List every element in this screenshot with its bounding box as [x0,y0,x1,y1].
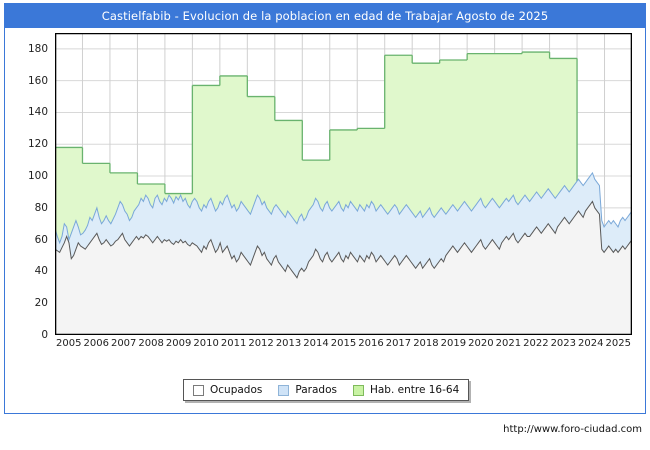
y-tick-label: 60 [34,233,48,246]
legend-label-ocupados: Ocupados [210,384,263,396]
footer-url: http://www.foro-ciudad.com [503,424,642,435]
y-tick-label: 140 [27,106,48,119]
y-axis-labels: 0 20 40 60 80 100 120 140 160 180 [0,33,52,341]
x-tick-label: 2016 [358,338,384,349]
y-tick-label: 120 [27,138,48,151]
x-tick-label: 2017 [385,338,412,349]
x-tick-label: 2025 [605,338,631,349]
x-tick-label: 2013 [275,338,302,349]
window-titlebar: Castielfabib - Evolucion de la poblacion… [4,3,646,28]
x-tick-label: 2018 [413,338,439,349]
x-tick-label: 2023 [550,338,577,349]
y-tick-label: 100 [27,170,48,183]
legend-swatch-parados [278,384,290,396]
x-tick-label: 2020 [468,338,494,349]
x-tick-label: 2022 [523,338,549,349]
y-tick-label: 40 [34,265,48,278]
plot-area [55,33,632,335]
x-tick-label: 2015 [330,338,357,349]
legend-item-hab-16-64[interactable]: Hab. entre 16-64 [352,384,460,396]
x-tick-label: 2024 [578,338,604,349]
y-tick-label: 80 [34,201,48,214]
y-tick-label: 0 [41,329,48,341]
x-axis-labels: 2005 2006 2007 2008 2009 2010 2011 2012 2013 2014… [55,338,632,354]
x-tick-label: 2010 [193,338,219,349]
legend-swatch-hab-16-64 [352,384,364,396]
x-tick-label: 2005 [56,338,82,349]
line-hab-16-64 [55,51,578,335]
line-parados [55,171,632,245]
legend-swatch-ocupados [193,384,204,396]
legend-item-ocupados[interactable]: Ocupados [193,384,262,396]
y-tick-label: 180 [27,42,48,55]
x-tick-label: 2006 [83,338,109,349]
x-tick-label: 2021 [495,338,522,349]
legend-label-hab-16-64: Hab. entre 16-64 [369,384,460,396]
x-tick-label: 2007 [110,338,137,349]
chart-canvas [55,33,632,335]
x-tick-label: 2009 [165,338,192,349]
x-tick-label: 2011 [220,338,247,349]
y-tick-label: 160 [27,74,48,87]
x-tick-label: 2014 [303,338,329,349]
page-title: Castielfabib - Evolucion de la poblacion… [101,8,549,23]
x-tick-label: 2019 [440,338,467,349]
legend-label-parados: Parados [295,384,337,396]
y-tick-label: 20 [34,297,48,310]
line-ocupados [55,200,632,279]
x-tick-label: 2008 [138,338,164,349]
area-ocupados [55,201,632,335]
legend-item-parados[interactable]: Parados [278,384,337,396]
x-tick-label: 2012 [248,338,274,349]
chart-legend: Ocupados Parados Hab. entre 16-64 [183,379,470,401]
